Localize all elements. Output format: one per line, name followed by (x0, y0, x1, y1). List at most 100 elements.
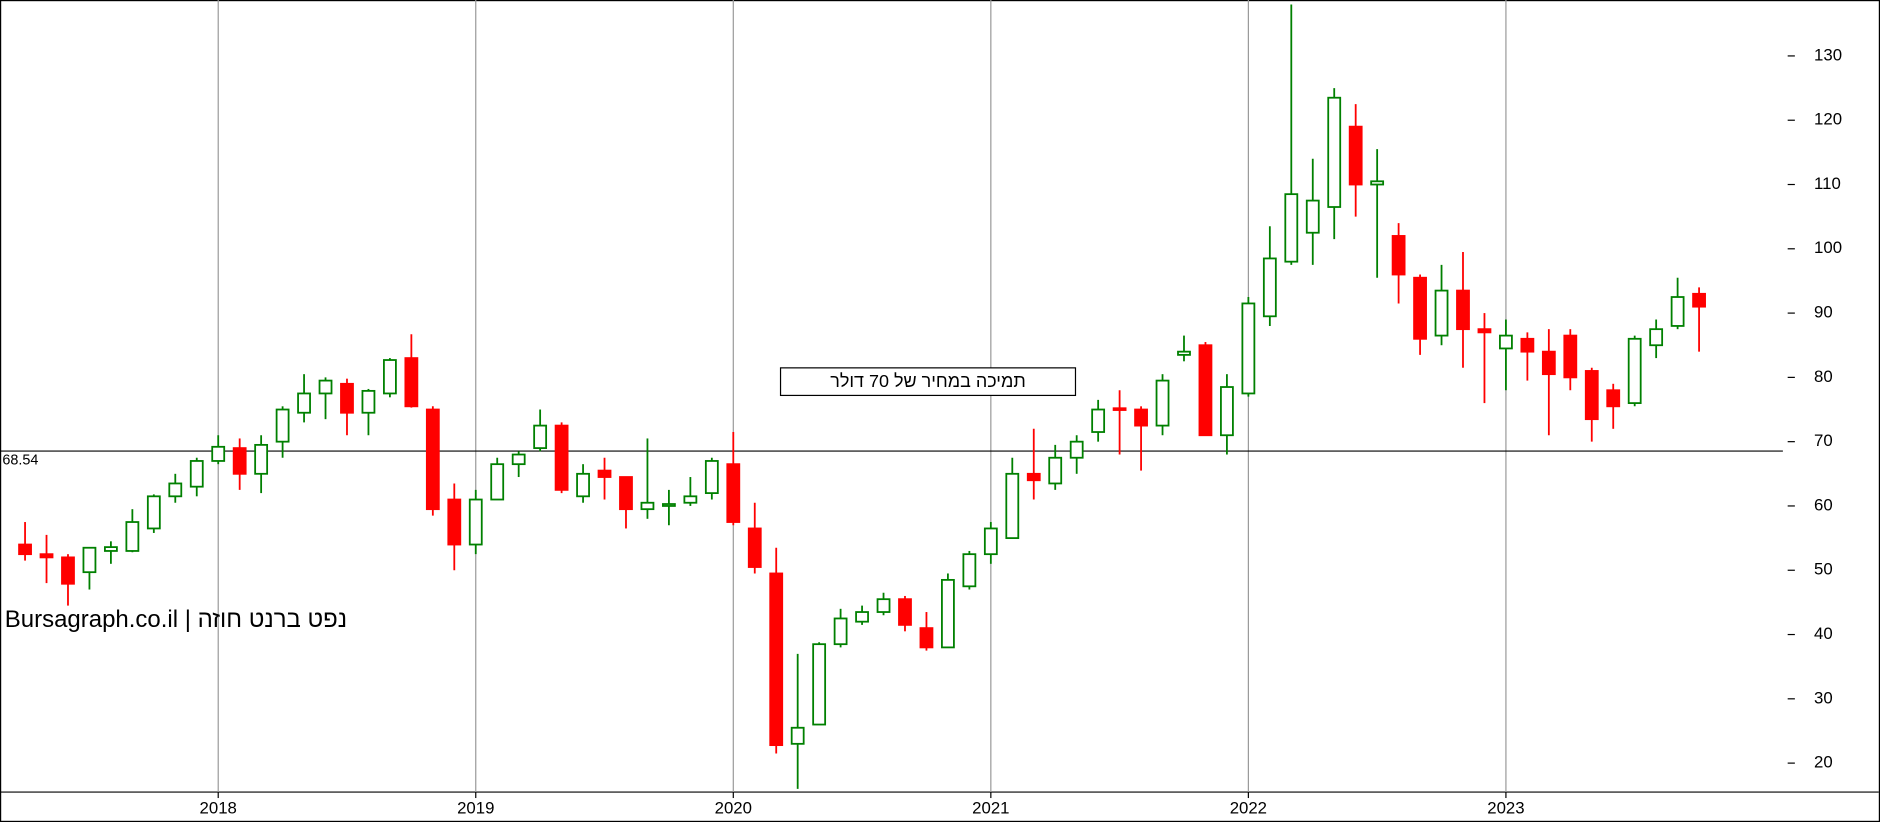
candle-body (790, 726, 805, 745)
x-tick-label: 2020 (715, 798, 752, 817)
y-tick-label: 90 (1814, 303, 1833, 322)
candle-body (812, 643, 827, 726)
candle-body (1262, 257, 1277, 318)
candle-body (383, 359, 397, 395)
y-tick-label: 80 (1814, 367, 1833, 386)
candle-body (683, 495, 698, 504)
y-tick-label: 70 (1814, 431, 1833, 450)
candle-body (189, 460, 204, 488)
candle-body (340, 382, 354, 414)
candle-body (468, 498, 483, 546)
candle-body (1606, 389, 1621, 408)
candle-body (533, 424, 548, 449)
candle-body (1649, 328, 1664, 347)
candle-body (18, 543, 32, 556)
y-tick-label: 100 (1814, 238, 1842, 257)
candle-body (833, 617, 848, 646)
candle-body (425, 408, 440, 511)
y-tick-label: 40 (1814, 624, 1833, 643)
candle-body (404, 357, 419, 408)
annotation: תמיכה במחיר של 70 דולר (830, 371, 1025, 391)
x-tick-label: 2022 (1230, 798, 1267, 817)
candle-body (82, 546, 97, 574)
candle-body (619, 476, 633, 511)
candle-body (1112, 407, 1127, 411)
candle-body (1477, 328, 1492, 334)
candles (18, 4, 1706, 789)
candle-body (726, 463, 741, 523)
candle-body (168, 482, 183, 498)
candle-body (1456, 289, 1470, 331)
candle-body (232, 447, 247, 475)
candle-body (962, 553, 977, 588)
candle-body (1348, 125, 1363, 186)
candle-body (898, 598, 912, 626)
candle-body (1026, 472, 1041, 482)
candle-body (1434, 289, 1449, 337)
candle-body (1069, 440, 1084, 459)
candle-body (61, 556, 75, 585)
candle-body (662, 503, 676, 507)
candle-body (1091, 408, 1106, 433)
candle-body (876, 598, 891, 613)
candle-body (747, 527, 762, 568)
candle-body (1284, 193, 1299, 263)
annotation-box (779, 367, 1077, 397)
watermark: Bursagraph.co.il | נפט ברנט חוזה (5, 606, 347, 633)
candle-body (146, 495, 161, 530)
candle-body (1670, 296, 1685, 327)
candle-body (1327, 96, 1342, 208)
candle-body (597, 469, 612, 478)
candle-body (769, 572, 784, 747)
y-tick-label: 110 (1814, 174, 1841, 193)
candle-body (576, 472, 590, 498)
candle-body (1563, 334, 1578, 379)
candle-body (1413, 276, 1427, 340)
candle-body (1584, 370, 1599, 421)
x-tick-label: 2021 (972, 798, 1009, 817)
y-tick-label: 60 (1814, 495, 1833, 514)
candle-body (1155, 379, 1170, 427)
candle-body (104, 546, 118, 552)
candle-body (1541, 350, 1556, 376)
candle-body (1627, 337, 1642, 404)
candle-body (211, 445, 226, 462)
x-tick-label: 2018 (200, 798, 237, 817)
support-label: 68.54 (2, 452, 38, 468)
y-tick-label: 50 (1814, 560, 1833, 579)
x-tick-label: 2019 (457, 798, 494, 817)
candle-body (39, 553, 54, 559)
candle-body (855, 611, 869, 623)
y-tick-label: 120 (1814, 110, 1842, 129)
candle-body (1520, 337, 1535, 353)
candle-body (490, 463, 505, 501)
candle-body (1177, 350, 1191, 356)
candle-body (318, 379, 333, 395)
candle-body (1220, 386, 1234, 437)
candle-body (511, 453, 526, 466)
candle-body (1005, 472, 1020, 539)
candle-body (1048, 456, 1063, 485)
candle-body (361, 389, 376, 414)
candle-body (297, 392, 311, 414)
y-tick-label: 20 (1814, 753, 1833, 772)
candle-body (254, 443, 269, 475)
candle-body (554, 424, 569, 491)
candle-body (941, 578, 955, 649)
candle-body (704, 460, 719, 494)
candle-body (1241, 302, 1256, 395)
y-tick-label: 130 (1814, 45, 1842, 64)
candle-body (447, 498, 462, 546)
y-tick-label: 30 (1814, 688, 1833, 707)
candle-body (1134, 408, 1148, 427)
candle-body (1198, 344, 1213, 437)
candle-body (1692, 292, 1706, 308)
candle-body (125, 521, 140, 552)
candle-body (275, 408, 290, 443)
x-tick-label: 2023 (1487, 798, 1524, 817)
candle-body (640, 501, 655, 511)
